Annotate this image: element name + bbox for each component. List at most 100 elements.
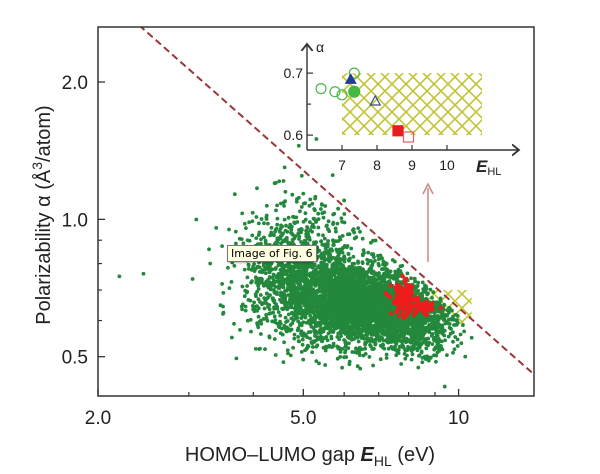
selected-point bbox=[405, 291, 410, 296]
data-point bbox=[434, 304, 439, 308]
data-point bbox=[351, 300, 356, 305]
selected-point bbox=[398, 302, 403, 308]
data-point bbox=[355, 327, 360, 332]
data-point bbox=[374, 328, 378, 333]
data-point bbox=[362, 318, 366, 323]
data-point bbox=[275, 236, 280, 241]
data-point bbox=[355, 298, 359, 303]
outlier-point bbox=[208, 261, 213, 266]
data-point bbox=[351, 273, 356, 278]
data-point bbox=[326, 308, 331, 313]
data-point bbox=[316, 271, 321, 276]
data-point bbox=[290, 286, 295, 291]
data-point bbox=[416, 289, 421, 293]
data-point bbox=[316, 211, 321, 216]
x-tick-label: 2.0 bbox=[85, 408, 111, 429]
data-point bbox=[357, 275, 362, 279]
data-point bbox=[332, 211, 337, 216]
data-point bbox=[323, 348, 328, 353]
selected-point bbox=[383, 290, 389, 296]
data-point bbox=[363, 275, 367, 279]
selected-point bbox=[400, 311, 406, 316]
data-point bbox=[303, 348, 307, 353]
data-point bbox=[311, 269, 316, 274]
data-point bbox=[393, 315, 398, 320]
data-point bbox=[416, 344, 421, 349]
data-point bbox=[320, 301, 325, 306]
data-point bbox=[357, 345, 362, 350]
data-point bbox=[334, 247, 339, 252]
data-point bbox=[373, 338, 377, 343]
data-point bbox=[296, 335, 300, 339]
data-point bbox=[287, 305, 292, 310]
data-point bbox=[345, 319, 350, 324]
data-point bbox=[338, 237, 343, 242]
data-point bbox=[254, 215, 259, 219]
data-point bbox=[355, 364, 360, 369]
data-point bbox=[319, 256, 324, 260]
data-point bbox=[335, 356, 340, 361]
data-point bbox=[370, 307, 374, 312]
outlier-point bbox=[296, 143, 301, 148]
data-point bbox=[272, 314, 277, 319]
data-point bbox=[324, 313, 329, 318]
data-point bbox=[379, 281, 383, 285]
data-point bbox=[428, 356, 433, 360]
inset-point-square bbox=[392, 125, 404, 137]
data-point bbox=[350, 325, 355, 330]
data-point bbox=[338, 347, 343, 352]
selected-point bbox=[404, 276, 409, 281]
data-point bbox=[373, 341, 378, 346]
data-point bbox=[255, 323, 260, 327]
selected-point bbox=[401, 315, 406, 321]
data-point bbox=[327, 301, 332, 306]
data-point bbox=[336, 317, 340, 322]
data-point bbox=[317, 275, 321, 280]
data-point bbox=[435, 318, 440, 322]
data-point bbox=[397, 336, 401, 341]
data-point bbox=[359, 336, 364, 340]
data-point bbox=[287, 241, 292, 245]
selected-point bbox=[393, 286, 399, 292]
data-point bbox=[351, 311, 356, 316]
data-point bbox=[380, 336, 384, 340]
inset-point-triangle bbox=[344, 73, 357, 84]
data-point bbox=[288, 265, 292, 269]
data-point bbox=[320, 339, 325, 344]
data-point bbox=[420, 280, 425, 285]
data-point bbox=[341, 304, 346, 309]
data-point bbox=[284, 300, 289, 305]
data-point bbox=[415, 324, 420, 328]
data-point bbox=[301, 299, 306, 304]
data-point bbox=[298, 209, 302, 214]
data-point bbox=[326, 227, 330, 232]
data-point bbox=[249, 280, 253, 285]
data-point bbox=[314, 359, 319, 363]
data-point bbox=[309, 295, 313, 300]
data-point bbox=[347, 258, 351, 263]
data-point bbox=[248, 317, 253, 322]
data-point bbox=[368, 288, 373, 293]
data-point bbox=[322, 319, 326, 324]
data-point bbox=[440, 331, 445, 336]
data-point bbox=[400, 338, 405, 343]
data-point bbox=[308, 313, 312, 318]
data-point bbox=[308, 197, 313, 202]
data-point bbox=[303, 308, 308, 313]
data-point bbox=[373, 332, 378, 337]
data-point bbox=[359, 329, 364, 334]
data-point bbox=[321, 233, 325, 238]
data-point bbox=[360, 296, 365, 301]
data-point bbox=[386, 346, 391, 351]
data-point bbox=[250, 210, 255, 215]
data-point bbox=[336, 271, 340, 275]
data-point bbox=[304, 291, 308, 296]
data-point bbox=[340, 220, 344, 224]
data-point bbox=[294, 295, 299, 299]
data-point bbox=[221, 304, 225, 309]
x-tick-label: 10 bbox=[448, 408, 469, 429]
data-point bbox=[259, 217, 264, 221]
data-point bbox=[243, 304, 248, 309]
data-point bbox=[256, 306, 261, 311]
